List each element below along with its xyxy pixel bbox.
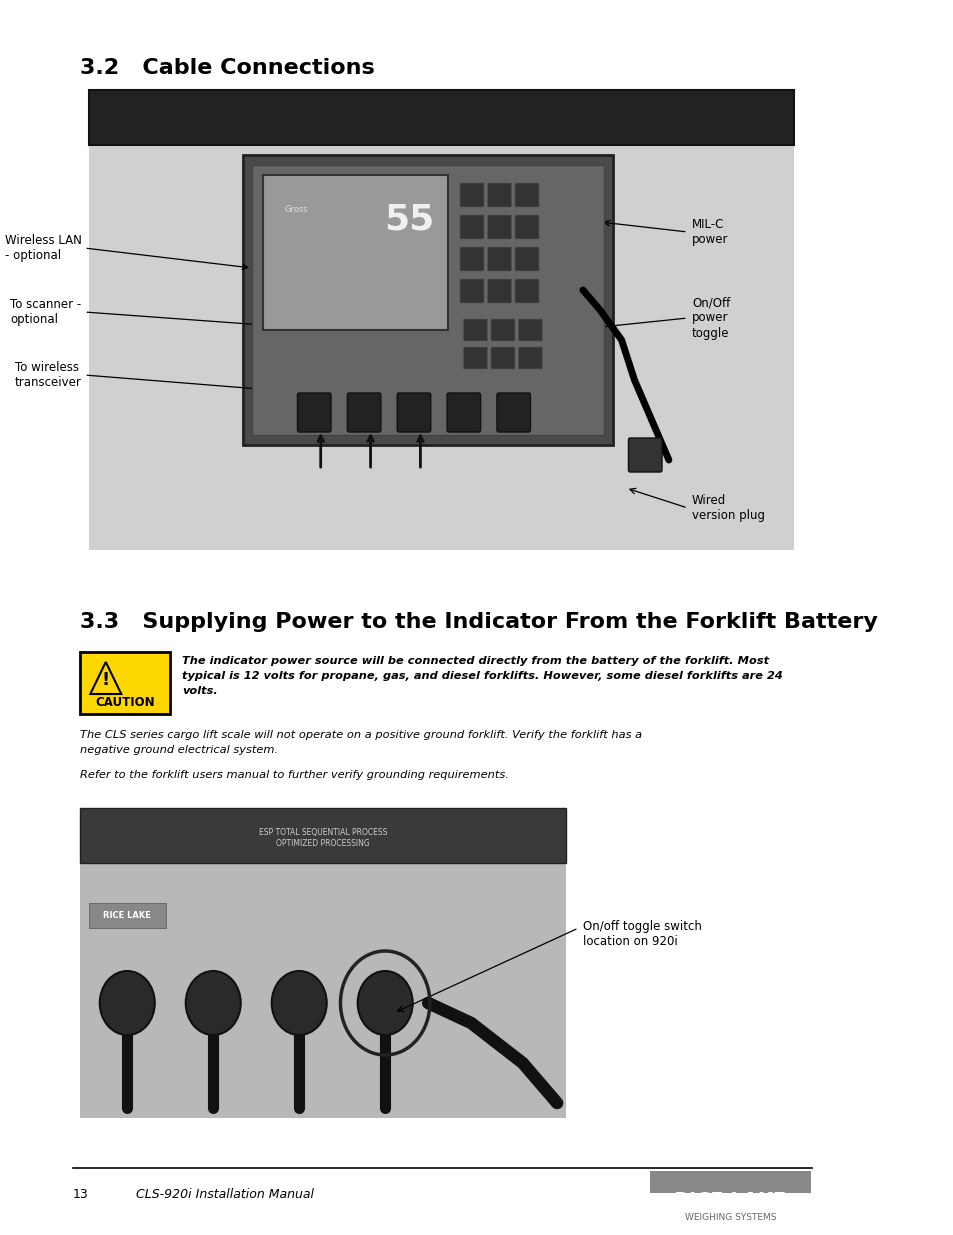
- FancyBboxPatch shape: [487, 183, 511, 207]
- FancyBboxPatch shape: [497, 393, 530, 432]
- FancyBboxPatch shape: [487, 279, 511, 303]
- Text: 3.2   Cable Connections: 3.2 Cable Connections: [80, 58, 375, 78]
- Text: MIL-C
power: MIL-C power: [691, 219, 728, 246]
- FancyBboxPatch shape: [252, 165, 604, 435]
- FancyBboxPatch shape: [396, 393, 431, 432]
- FancyBboxPatch shape: [447, 393, 480, 432]
- Text: Refer to the forklift users manual to further verify grounding requirements.: Refer to the forklift users manual to fu…: [80, 769, 508, 781]
- FancyBboxPatch shape: [89, 903, 166, 927]
- Circle shape: [272, 971, 326, 1035]
- Text: typical is 12 volts for propane, gas, and diesel forklifts. However, some diesel: typical is 12 volts for propane, gas, an…: [182, 671, 782, 680]
- FancyBboxPatch shape: [89, 90, 793, 144]
- Text: RICE LAKE: RICE LAKE: [103, 911, 151, 920]
- Text: !: !: [102, 671, 110, 689]
- Text: 13: 13: [73, 1188, 89, 1200]
- Text: WEIGHING SYSTEMS: WEIGHING SYSTEMS: [684, 1213, 776, 1221]
- FancyBboxPatch shape: [487, 215, 511, 240]
- FancyBboxPatch shape: [628, 438, 661, 472]
- FancyBboxPatch shape: [80, 652, 170, 714]
- FancyBboxPatch shape: [649, 1171, 810, 1193]
- Text: Gross: Gross: [284, 205, 308, 215]
- FancyBboxPatch shape: [517, 347, 542, 369]
- Circle shape: [357, 971, 413, 1035]
- Text: The CLS series cargo lift scale will not operate on a positive ground forklift. : The CLS series cargo lift scale will not…: [80, 730, 641, 740]
- FancyBboxPatch shape: [491, 347, 515, 369]
- Text: The indicator power source will be connected directly from the battery of the fo: The indicator power source will be conne…: [182, 656, 769, 666]
- Text: CAUTION: CAUTION: [95, 695, 154, 709]
- FancyBboxPatch shape: [80, 808, 565, 1118]
- Text: volts.: volts.: [182, 685, 218, 697]
- Text: To wireless
transceiver: To wireless transceiver: [15, 361, 82, 389]
- FancyBboxPatch shape: [515, 279, 538, 303]
- Text: RICE LAKE: RICE LAKE: [674, 1191, 785, 1210]
- Text: CLS-920i Installation Manual: CLS-920i Installation Manual: [135, 1188, 314, 1200]
- Polygon shape: [91, 662, 121, 694]
- FancyBboxPatch shape: [487, 247, 511, 270]
- Circle shape: [186, 971, 240, 1035]
- FancyBboxPatch shape: [459, 183, 483, 207]
- FancyBboxPatch shape: [297, 393, 331, 432]
- FancyBboxPatch shape: [515, 247, 538, 270]
- FancyBboxPatch shape: [459, 215, 483, 240]
- FancyBboxPatch shape: [515, 215, 538, 240]
- Text: On/off toggle switch
location on 920i: On/off toggle switch location on 920i: [582, 920, 701, 948]
- FancyBboxPatch shape: [347, 393, 380, 432]
- FancyBboxPatch shape: [263, 175, 448, 330]
- FancyBboxPatch shape: [463, 347, 487, 369]
- FancyBboxPatch shape: [80, 808, 565, 863]
- Text: negative ground electrical system.: negative ground electrical system.: [80, 745, 278, 755]
- FancyBboxPatch shape: [459, 247, 483, 270]
- FancyBboxPatch shape: [459, 279, 483, 303]
- Text: On/Off
power
toggle: On/Off power toggle: [691, 296, 730, 340]
- Text: ESP TOTAL SEQUENTIAL PROCESS
OPTIMIZED PROCESSING: ESP TOTAL SEQUENTIAL PROCESS OPTIMIZED P…: [258, 829, 387, 847]
- FancyBboxPatch shape: [89, 90, 793, 550]
- Text: To scanner -
optional: To scanner - optional: [10, 298, 82, 326]
- Text: 3.3   Supplying Power to the Indicator From the Forklift Battery: 3.3 Supplying Power to the Indicator Fro…: [80, 613, 877, 632]
- Text: Wired
version plug: Wired version plug: [691, 494, 764, 522]
- FancyBboxPatch shape: [515, 183, 538, 207]
- FancyBboxPatch shape: [463, 319, 487, 341]
- Text: 55: 55: [384, 203, 434, 237]
- FancyBboxPatch shape: [517, 319, 542, 341]
- Circle shape: [100, 971, 154, 1035]
- FancyBboxPatch shape: [243, 156, 613, 445]
- FancyBboxPatch shape: [491, 319, 515, 341]
- Text: Wireless LAN
- optional: Wireless LAN - optional: [5, 233, 82, 262]
